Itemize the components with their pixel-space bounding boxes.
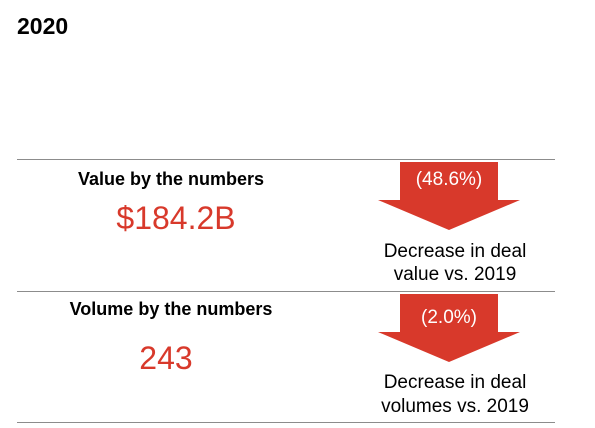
volume-change-percent: (2.0%) — [421, 307, 477, 328]
value-section-label: Value by the numbers — [77, 169, 265, 189]
volume-caption-line-2: volumes vs. 2019 — [381, 396, 529, 417]
value-caption-line-1: Decrease in deal — [383, 241, 527, 262]
down-arrow-icon: (48.6%) — [374, 162, 524, 230]
value-figure: $184.2B — [116, 200, 236, 236]
volume-caption-line-1: Decrease in deal — [383, 372, 527, 393]
value-caption-line-2: value vs. 2019 — [393, 264, 517, 285]
year-heading: 2020 — [17, 13, 69, 39]
down-arrow-icon: (2.0%) — [374, 294, 524, 362]
divider-top — [17, 159, 555, 160]
volume-section-label: Volume by the numbers — [69, 299, 273, 319]
divider-bottom — [17, 422, 555, 423]
value-change-percent: (48.6%) — [415, 169, 483, 190]
volume-figure: 243 — [139, 340, 193, 376]
divider-middle — [17, 291, 555, 292]
